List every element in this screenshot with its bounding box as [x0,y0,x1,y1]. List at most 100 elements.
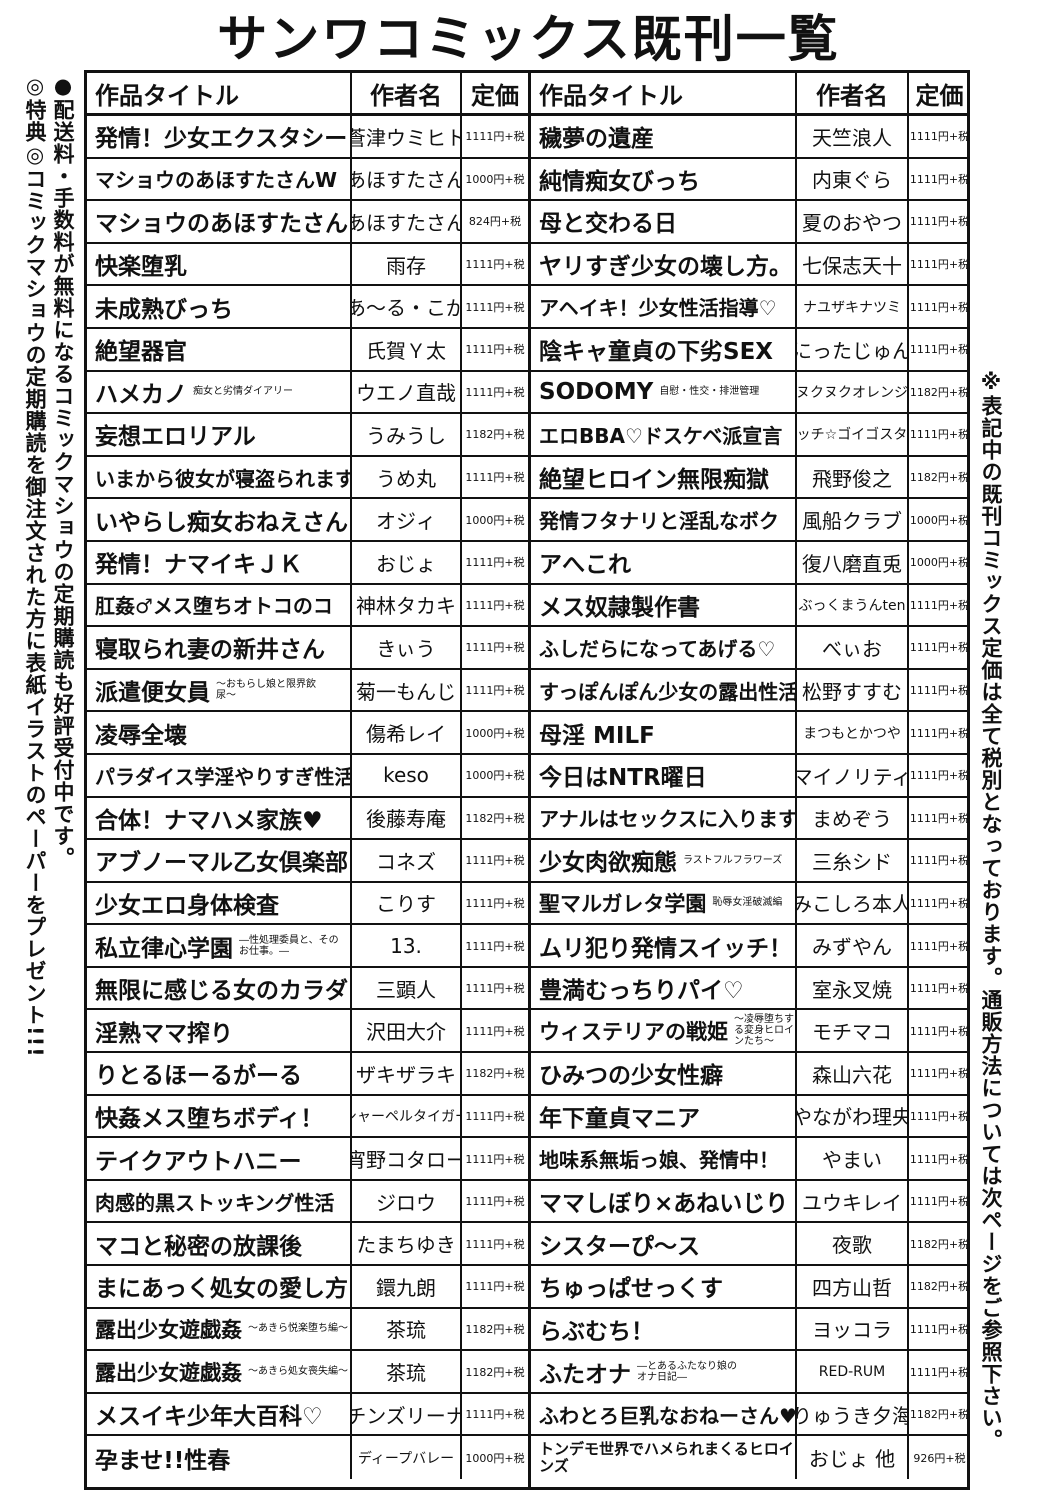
author-cell: モチマコ [797,1010,909,1052]
title-cell: アヘイキ！少女性活指導♡ [531,286,797,327]
catalog-right-column: 作品タイトル 作者名 定価 穢夢の遺産 天竺浪人 1111円+税 純情痴女びっち 内東ぐ… [531,73,970,1487]
price-cell: 1111円+税 [909,215,970,229]
book-title: まにあっく処女の愛し方 [95,1276,348,1303]
book-subtitle: ～凌辱堕ちする変身ヒロインたち～ [734,1014,794,1048]
book-title: すっぽんぽん少女の露出性活！ [539,679,797,704]
price-cell: 1111円+税 [909,982,970,996]
author-cell: ジロウ [352,1180,462,1222]
price-cell: 1111円+税 [909,769,970,783]
table-row: 快楽堕乳 雨存 1111円+税 [87,243,528,287]
table-row: 今日はNTR曜日 マイノリティ 1111円+税 [531,754,970,798]
header-price: 定価 [915,81,964,110]
price-cell: 1111円+税 [465,641,525,655]
author-cell: 鐶九朗 [352,1266,462,1307]
author-cell: 菊一もんじ [352,669,462,711]
table-row: 発情！ナマイキＪＫ おじょ 1111円+税 [87,541,528,585]
price-cell: 1182円+税 [465,1067,525,1081]
author-cell: まつもとかつや [797,712,909,753]
title-cell: 豊満むっちりパイ♡ [531,967,797,1009]
author-cell: RED-RUM [797,1351,909,1392]
title-cell: ママしぼり×あねいじり [531,1180,797,1222]
author-cell: 天竺浪人 [797,116,909,157]
price-cell: 1182円+税 [909,385,970,399]
price-cell: 1111円+税 [465,385,525,399]
author-cell: 三顕人 [352,967,462,1009]
book-title: 妄想エロリアル [95,424,256,451]
author-cell: マイノリティ [797,754,909,796]
table-row: 私立律心学園 ―性処理委員と、そのお仕事。― 13. 1111円+税 [87,925,528,968]
table-row: 快姦メス堕ちボディ！ シャーペルタイガー1111円+税 [87,1095,528,1139]
table-row: 絶望ヒロイン無限痴獄 飛野俊之 1182円+税 [531,456,970,500]
book-title: 派遣便女員 [95,680,210,707]
author-cell: ザキザラキ [352,1053,462,1094]
book-subtitle: ～おもらし娘と限界飲尿～ [216,679,316,702]
book-title: 凌辱全壊 [95,722,187,749]
table-row: パラダイス学淫やりすぎ性活指導keso1000円+税 [87,754,528,798]
author-cell: 神林タカキ [352,584,462,626]
price-cell: 1111円+税 [909,939,970,953]
book-title: 絶望ヒロイン無限痴獄 [539,467,769,494]
title-cell: 孕ませ!!性春 [87,1436,352,1479]
table-row: 発情フタナリと淫乱なボク 風船クラブ 1000円+税 [531,499,970,542]
book-title: 肛姦♂メス堕ちオトコのコ [95,594,333,619]
title-cell: らぶむち！ [531,1308,797,1350]
title-cell: パラダイス学淫やりすぎ性活指導 [87,754,352,796]
price-cell: 1111円+税 [465,1195,525,1209]
price-cell: 1000円+税 [465,513,525,527]
table-row: 豊満むっちりパイ♡ 室永叉焼 1111円+税 [531,967,970,1011]
title-cell: 発情！少女エクスタシー [87,116,352,157]
title-cell: 私立律心学園 ―性処理委員と、そのお仕事。― [87,925,352,966]
table-row: 派遣便女員 ～おもらし娘と限界飲尿～ 菊一もんじ 1111円+税 [87,669,528,713]
title-cell: アブノーマル乙女倶楽部 [87,840,352,881]
table-row: ムリ犯り発情スイッチ！ みずやん 1111円+税 [531,925,970,968]
price-cell: 1111円+税 [465,939,525,953]
book-title: メスイキ少年大百科♡ [95,1404,323,1431]
price-cell: 1111円+税 [909,641,970,655]
book-title: ちゅっぱせっくす [539,1276,723,1303]
table-row: ちゅっぱせっくす 四方山哲 1182円+税 [531,1266,970,1309]
author-cell: 飛野俊之 [797,456,909,498]
book-title: 年下童貞マニア [539,1105,700,1132]
author-cell: あ～る・こが [352,286,462,327]
table-row: アへこれ 復八磨直兎 1000円+税 [531,541,970,585]
book-title: 露出少女遊戯姦 [95,1317,242,1342]
book-title: ムリ犯り発情スイッチ！ [539,935,792,962]
author-cell: たまちゆき [352,1223,462,1265]
book-title: いやらし痴女おねえさん [95,509,348,536]
catalog-left-column: 作品タイトル 作者名 定価 発情！少女エクスタシー 蒼津ウミヒト 1111円+税 マシ… [87,73,531,1487]
price-cell: 1111円+税 [909,1195,970,1209]
price-cell: 1111円+税 [909,1152,970,1166]
title-cell: メスイキ少年大百科♡ [87,1393,352,1435]
price-cell: 1000円+税 [465,1451,525,1465]
table-row: アヘイキ！少女性活指導♡ ナユザキナツミ 1111円+税 [531,286,970,329]
price-cell: 1182円+税 [909,1408,970,1422]
price-cell: 1111円+税 [909,726,970,740]
book-title: 快楽堕乳 [95,254,187,281]
book-title: 発情フタナリと淫乱なボク [539,509,779,534]
price-cell: 1111円+税 [909,811,970,825]
header-row: 作品タイトル 作者名 定価 [87,73,528,116]
price-cell: 1111円+税 [909,1067,970,1081]
price-cell: 1111円+税 [909,130,970,144]
title-cell: シスターぴ～ス [531,1223,797,1265]
author-cell: やまい [797,1138,909,1179]
author-cell: 後藤寿庵 [352,797,462,839]
title-cell: 少女エロ身体検査 [87,882,352,924]
author-cell: 雨存 [352,243,462,285]
book-title: ふわとろ巨乳なおねーさん♥ [539,1403,797,1428]
author-cell: あほすたさん [352,201,462,242]
book-subtitle: 痴女と劣情ダイアリー [193,386,293,398]
table-row: ヤリすぎ少女の壊し方。 七保志天十 1111円+税 [531,243,970,287]
title-cell: 母と交わる日 [531,201,797,242]
author-cell: ユウキレイ [797,1180,909,1222]
title-cell: 寝取られ妻の新井さん [87,627,352,668]
book-title: いまから彼女が寝盗られます [95,466,352,491]
price-cell: 1182円+税 [909,1280,970,1294]
book-title: りとるほーるがーる [95,1063,302,1090]
author-cell: うみうし [352,414,462,455]
table-row: 少女エロ身体検査 こりす 1111円+税 [87,882,528,926]
title-cell: アナルはセックスに入りますか？ [531,797,797,839]
price-cell: 1111円+税 [465,1237,525,1251]
book-title: ふしだらになってあげる♡ [539,636,776,661]
title-cell: 快楽堕乳 [87,243,352,285]
